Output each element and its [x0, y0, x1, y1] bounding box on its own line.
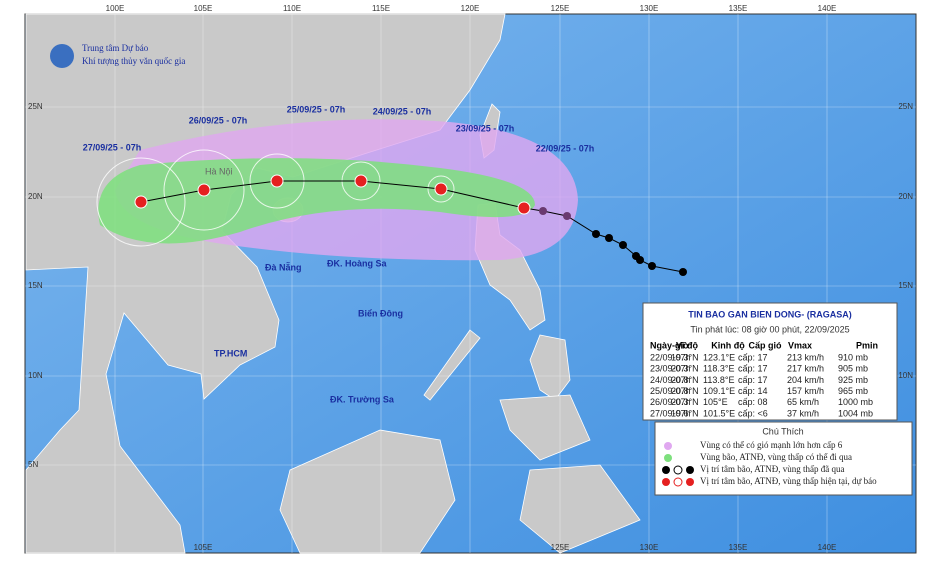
- table-cell: 26/09-07h: [650, 397, 691, 407]
- lon-tick: 105E: [194, 4, 213, 13]
- legend-title: Chú Thích: [762, 426, 803, 436]
- table-cell: 20.8°N: [671, 386, 699, 396]
- table-cell: 105°E: [703, 397, 728, 407]
- table-cell: 65 km/h: [787, 397, 819, 407]
- table-cell: 1000 mb: [838, 397, 873, 407]
- table-header: Pmin: [856, 340, 878, 350]
- lon-tick: 110E: [283, 4, 301, 13]
- lat-tick: 15N: [28, 281, 43, 290]
- table-cell: 1004 mb: [838, 408, 873, 418]
- table-header: Vmax: [788, 340, 812, 350]
- table-cell: 20.3°N: [671, 364, 699, 374]
- table-cell: 204 km/h: [787, 375, 824, 385]
- lon-tick: 125E: [551, 543, 570, 552]
- table-cell: 925 mb: [838, 375, 868, 385]
- table-cell: 20.8°N: [671, 375, 699, 385]
- lat-tick: 20N: [28, 192, 43, 201]
- table-cell: 910 mb: [838, 352, 868, 362]
- legend: [654, 421, 913, 496]
- place: TP.HCM: [214, 348, 247, 358]
- legend-item: Vùng có thể có gió mạnh lớn hơn cấp 6: [700, 440, 843, 450]
- lat-tick: 25N: [898, 102, 913, 111]
- table-header: Ngày-giờ: [650, 340, 690, 350]
- place: ĐK. Trường Sa: [330, 394, 395, 404]
- legend-item: Vị trí tâm bão, ATNĐ, vùng thấp đã qua: [700, 464, 844, 474]
- table-cell: cấp: 17: [738, 352, 768, 362]
- table-cell: 113.8°E: [703, 375, 734, 385]
- track-label: 26/09/25 - 07h: [189, 115, 248, 125]
- table-cell: 213 km/h: [787, 352, 824, 362]
- lat-tick: 25N: [28, 102, 43, 111]
- header-line: Khí tượng thủy văn quốc gia: [82, 56, 185, 66]
- lon-tick: 130E: [640, 4, 659, 13]
- table-cell: cấp: 17: [738, 364, 768, 374]
- table-cell: 22/09-07h: [650, 352, 691, 362]
- table-cell: 905 mb: [838, 364, 868, 374]
- forecast-positions: [134, 174, 531, 215]
- legend-symbols: [662, 442, 694, 487]
- table-cell: 37 km/h: [787, 408, 819, 418]
- place: ĐK. Hoàng Sa: [327, 258, 388, 268]
- table-cell: 27/09-07h: [650, 408, 691, 418]
- sea-name: Biển Đông: [358, 308, 403, 318]
- table-header: Vĩ độ: [676, 340, 699, 350]
- lat-tick: 5N: [28, 460, 38, 469]
- lon-tick: 135E: [729, 543, 748, 552]
- table-cell: 965 mb: [838, 386, 868, 396]
- lon-tick: 120E: [461, 4, 480, 13]
- table-title: TIN BAO GAN BIEN DONG- (RAGASA): [688, 309, 852, 319]
- lon-tick: 105E: [194, 543, 213, 552]
- lon-tick: 100E: [106, 4, 125, 13]
- table-cell: 109.1°E: [703, 386, 735, 396]
- lat-tick: 15N: [898, 281, 913, 290]
- table-cell: cấp: 17: [738, 375, 768, 385]
- legend-item: Vùng bão, ATNĐ, vùng thấp có thể đi qua: [700, 452, 852, 462]
- logo: [50, 44, 74, 68]
- table-cell: 25/09-07h: [650, 386, 691, 396]
- table-header: Kinh độ: [711, 340, 745, 350]
- table-cell: 20.3°N: [671, 397, 699, 407]
- track-label: 22/09/25 - 07h: [536, 143, 595, 153]
- track-label: 27/09/25 - 07h: [83, 142, 142, 152]
- track-label: 24/09/25 - 07h: [373, 106, 432, 116]
- table-cell: 19.3°N: [671, 352, 699, 362]
- table-cell: cấp: 14: [738, 386, 768, 396]
- table-cell: 118.3°E: [703, 364, 734, 374]
- lon-tick: 135E: [729, 4, 748, 13]
- table-cell: 123.1°E: [703, 352, 735, 362]
- lat-tick: 20N: [898, 192, 913, 201]
- lon-tick: 140E: [818, 543, 837, 552]
- lon-tick: 130E: [640, 543, 659, 552]
- table-subtitle: Tin phát lúc: 08 giờ 00 phút, 22/09/2025: [690, 324, 849, 334]
- table-cell: 19.6°N: [671, 408, 699, 418]
- table-cell: cấp: 08: [738, 397, 768, 407]
- track-label: 25/09/25 - 07h: [287, 104, 346, 114]
- lon-tick: 115E: [372, 4, 390, 13]
- table-cell: 157 km/h: [787, 386, 824, 396]
- info-table: [642, 302, 898, 421]
- table-header: Cấp gió: [749, 340, 783, 350]
- legend-item: Vị trí tâm bão, ATNĐ, vùng thấp hiện tại…: [700, 476, 877, 486]
- forecast-cone: [98, 158, 535, 244]
- track-label: 23/09/25 - 07h: [456, 123, 515, 133]
- lon-tick: 140E: [818, 4, 837, 13]
- place: Đà Nẵng: [265, 261, 302, 272]
- table-cell: cấp: <6: [738, 408, 768, 418]
- table-cell: 101.5°E: [703, 408, 735, 418]
- table-cell: 217 km/h: [787, 364, 824, 374]
- lat-tick: 10N: [898, 371, 913, 380]
- past-positions: [539, 207, 687, 276]
- lat-tick: 10N: [28, 371, 43, 380]
- lon-tick: 125E: [551, 4, 570, 13]
- place: Hà Nội: [205, 166, 233, 176]
- table-cell: 24/09-07h: [650, 375, 691, 385]
- table-cell: 23/09-07h: [650, 364, 691, 374]
- header-line: Trung tâm Dự báo: [82, 43, 149, 53]
